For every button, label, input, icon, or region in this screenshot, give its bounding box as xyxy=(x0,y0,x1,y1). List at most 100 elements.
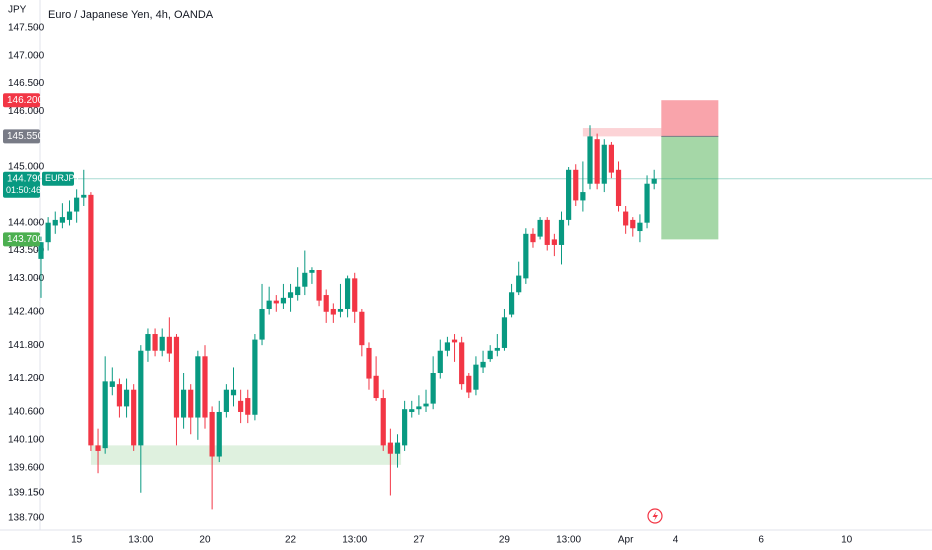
candle-body xyxy=(152,334,158,351)
entry-label-box xyxy=(3,129,40,144)
chart-title: Euro / Japanese Yen, 4h, OANDA xyxy=(48,9,214,21)
candle-body xyxy=(309,270,315,273)
symbol-box xyxy=(42,171,74,186)
candle-body xyxy=(644,183,650,223)
candle-body xyxy=(608,144,614,173)
candle-body xyxy=(123,389,130,407)
candle-body xyxy=(88,194,94,446)
entry-label-text: 145.550 xyxy=(7,131,44,142)
y-tick-label: 139.150 xyxy=(8,487,45,498)
candle-body xyxy=(615,169,622,206)
candle-body xyxy=(630,219,636,229)
x-tick-label: 13:00 xyxy=(342,535,367,546)
candle-body xyxy=(373,375,379,399)
x-tick-label: 29 xyxy=(499,535,511,546)
stop-label-text: 146.200 xyxy=(7,95,44,106)
candle-body xyxy=(594,139,600,184)
y-tick-label: 143.000 xyxy=(8,273,45,284)
candle-body xyxy=(245,398,251,415)
candle-body xyxy=(188,389,194,418)
candle-body xyxy=(259,308,265,340)
candle-body xyxy=(416,406,422,410)
candle-body xyxy=(223,389,229,412)
candle-body xyxy=(252,339,258,415)
entry-label: 145.550 xyxy=(3,129,44,144)
candle-body xyxy=(45,222,51,243)
candle-body xyxy=(651,178,657,184)
candle-body xyxy=(38,242,44,259)
candle-body xyxy=(459,342,465,385)
candle-body xyxy=(337,308,344,312)
candle-body xyxy=(466,375,472,393)
x-tick-label: Apr xyxy=(618,535,634,546)
candle-body xyxy=(74,197,80,212)
candle-body xyxy=(352,278,358,312)
position-reward-fill xyxy=(661,136,719,240)
candle-body xyxy=(81,194,87,198)
candle-body xyxy=(480,361,486,368)
candle-body xyxy=(444,342,451,351)
y-tick-label: 144.000 xyxy=(8,217,45,228)
stop-label-box xyxy=(3,93,40,108)
candle-body xyxy=(216,411,222,457)
candle-body xyxy=(387,442,393,454)
y-tick-label: 141.200 xyxy=(8,373,45,384)
candle-body xyxy=(181,389,187,418)
y-tick-label: 140.600 xyxy=(8,407,45,418)
x-tick-label: 13:00 xyxy=(556,535,581,546)
candle-body xyxy=(95,445,101,451)
y-tick-label: 143.500 xyxy=(8,245,45,256)
candle-body xyxy=(473,364,479,390)
candle-body xyxy=(530,233,536,243)
zone xyxy=(90,445,402,465)
candle-body xyxy=(109,381,115,387)
candle-body xyxy=(402,409,408,446)
candle-body xyxy=(508,292,515,315)
candle-body xyxy=(202,356,208,418)
y-tick-label: 145.000 xyxy=(8,162,45,173)
candle-body xyxy=(366,347,372,379)
candle-body xyxy=(501,317,508,348)
candle-body xyxy=(209,411,215,457)
icon-bolt[interactable] xyxy=(652,511,659,521)
candle-body xyxy=(516,275,522,293)
candle-body xyxy=(138,350,144,446)
candle-body xyxy=(145,334,151,351)
countdown-text: 01:50:46 xyxy=(6,185,41,195)
y-tick-label: 147.000 xyxy=(8,50,45,61)
x-tick-label: 22 xyxy=(285,535,297,546)
x-tick-label: 15 xyxy=(71,535,83,546)
candle-body xyxy=(195,356,201,418)
candle-body xyxy=(566,169,572,220)
candle-body xyxy=(52,219,58,226)
candle-body xyxy=(430,373,436,404)
target-label-text: 143.700 xyxy=(7,234,44,245)
candle-body xyxy=(173,336,180,418)
candle-body xyxy=(409,409,415,412)
candle-body xyxy=(344,278,351,309)
candle-body xyxy=(437,350,443,374)
candle-body xyxy=(551,239,557,245)
candle-body xyxy=(394,442,401,454)
candle-body xyxy=(623,211,629,226)
replay-icon[interactable] xyxy=(647,508,663,524)
candle-body xyxy=(580,192,586,201)
candle-body xyxy=(159,336,165,351)
zone xyxy=(582,128,662,137)
candle-body xyxy=(637,222,643,232)
candle-body xyxy=(287,292,294,298)
candle-body xyxy=(238,400,244,412)
candle-body xyxy=(330,308,336,315)
y-tick-label: 142.400 xyxy=(8,306,45,317)
candle-body xyxy=(494,347,500,351)
candle-body xyxy=(302,272,308,287)
candle-body xyxy=(359,311,365,346)
candle-body xyxy=(266,300,272,309)
x-tick-label: 6 xyxy=(758,535,764,546)
candle-body xyxy=(523,233,529,279)
x-tick-label: 13:00 xyxy=(128,535,153,546)
candle-body xyxy=(544,219,550,245)
last-price-box xyxy=(3,171,40,198)
